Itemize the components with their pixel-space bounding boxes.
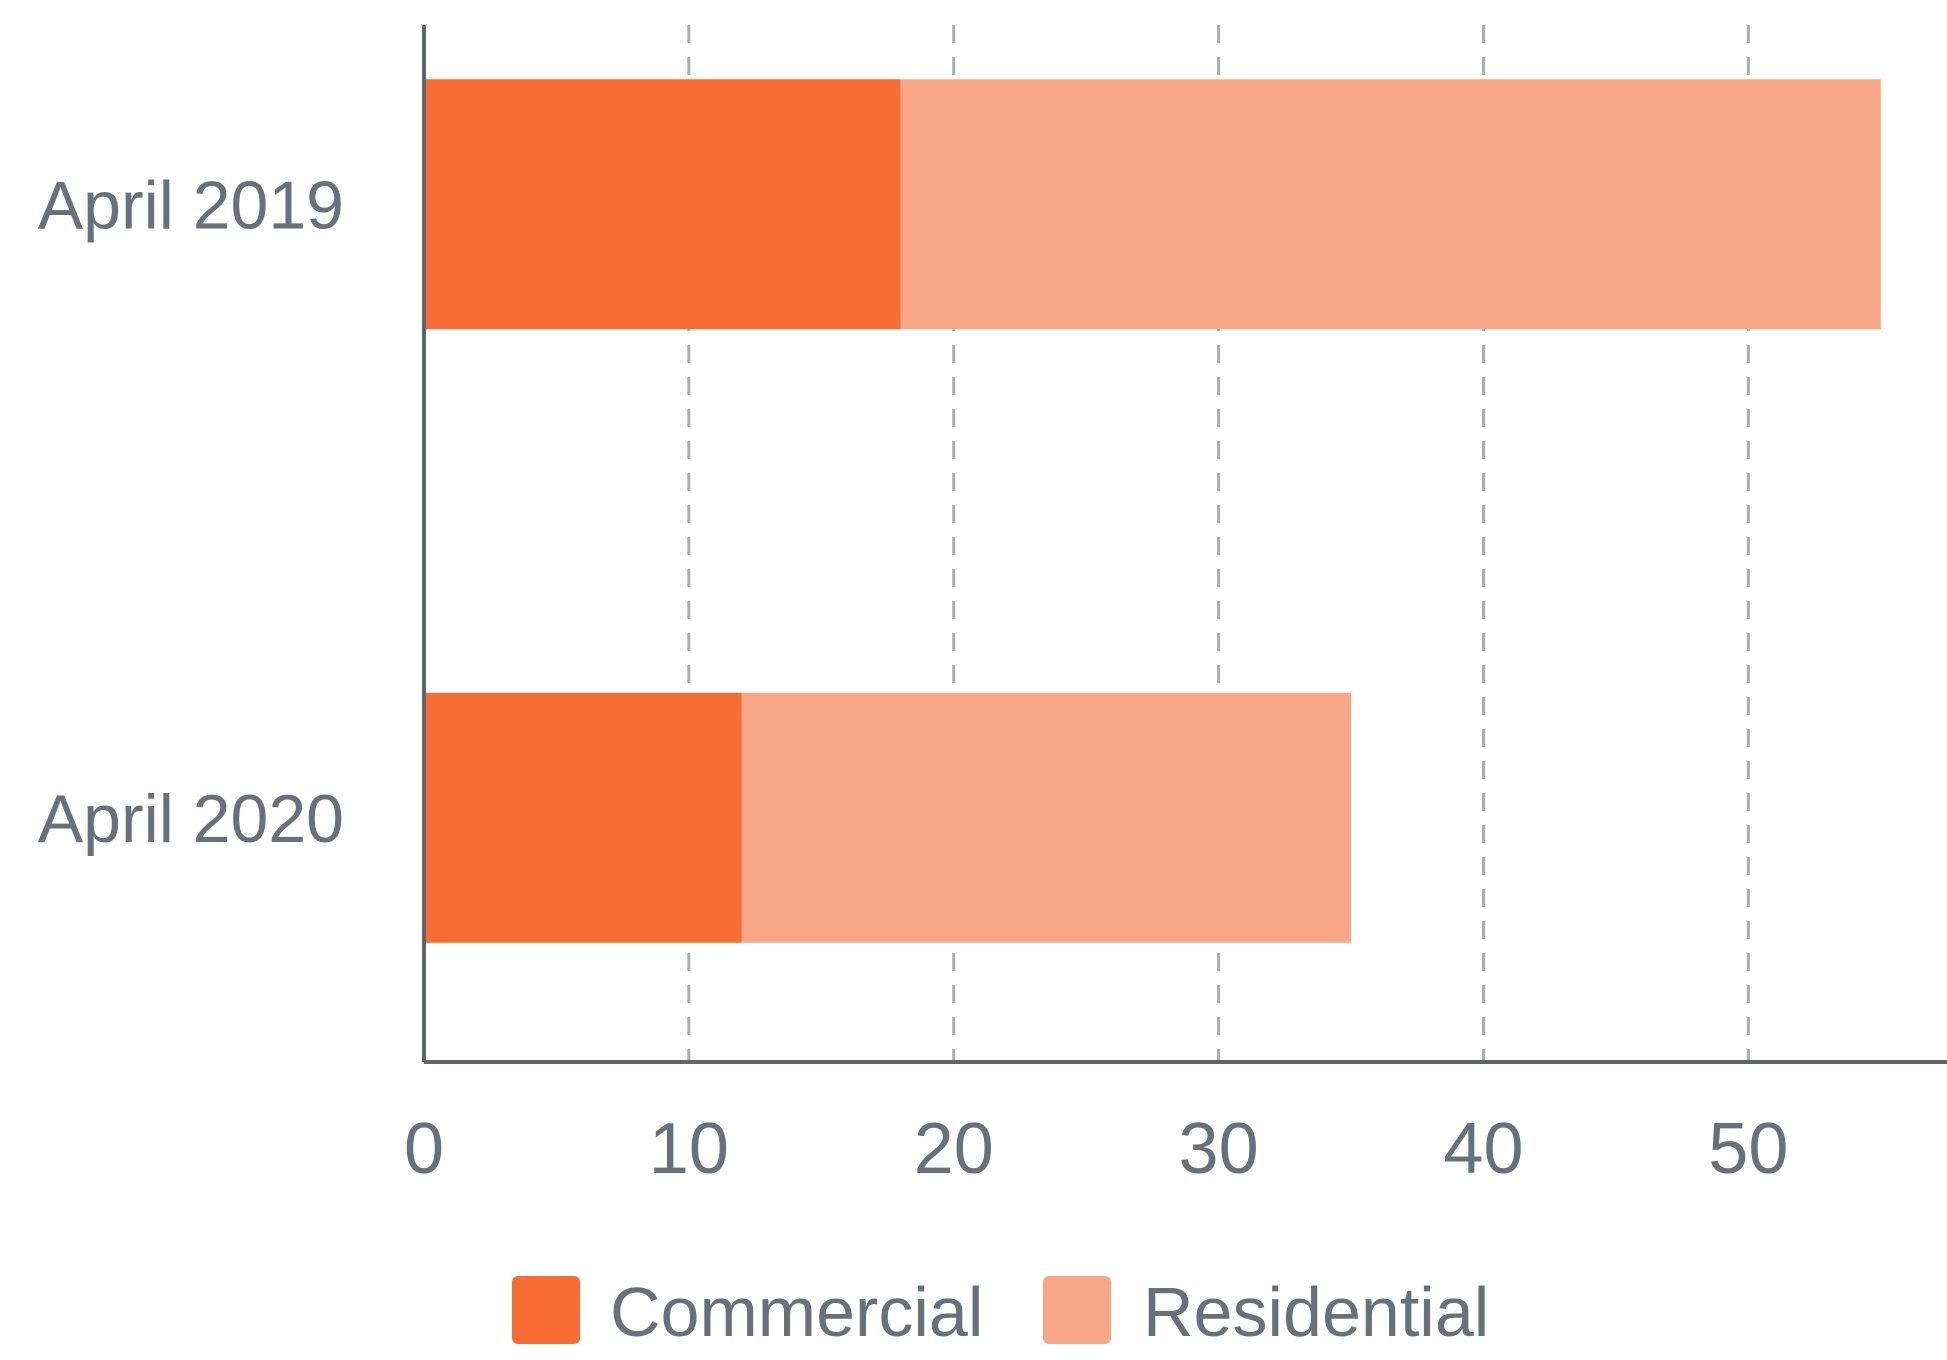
x-tick-label: 0: [404, 1109, 444, 1189]
category-label: April 2020: [38, 781, 344, 857]
bar-residential-april-2019: [900, 79, 1881, 330]
category-label: April 2019: [38, 167, 344, 243]
x-axis-ticks: 0 10 20 30 40 50: [404, 1109, 1788, 1189]
legend-label-residential: Residential: [1143, 1273, 1489, 1351]
legend-swatch-commercial: [512, 1276, 580, 1344]
legend-swatch-residential: [1043, 1276, 1111, 1344]
bar-commercial-april-2019: [424, 79, 901, 330]
bar-commercial-april-2020: [424, 692, 742, 943]
x-tick-label: 10: [649, 1109, 729, 1189]
legend: Commercial Residential: [512, 1273, 1489, 1351]
x-tick-label: 50: [1708, 1109, 1788, 1189]
bar-residential-april-2020: [741, 692, 1352, 943]
bars: [424, 79, 1881, 943]
y-axis-categories: April 2019 April 2020: [38, 167, 344, 857]
x-tick-label: 20: [914, 1109, 994, 1189]
x-tick-label: 30: [1179, 1109, 1259, 1189]
x-tick-label: 40: [1443, 1109, 1523, 1189]
legend-label-commercial: Commercial: [610, 1273, 983, 1351]
